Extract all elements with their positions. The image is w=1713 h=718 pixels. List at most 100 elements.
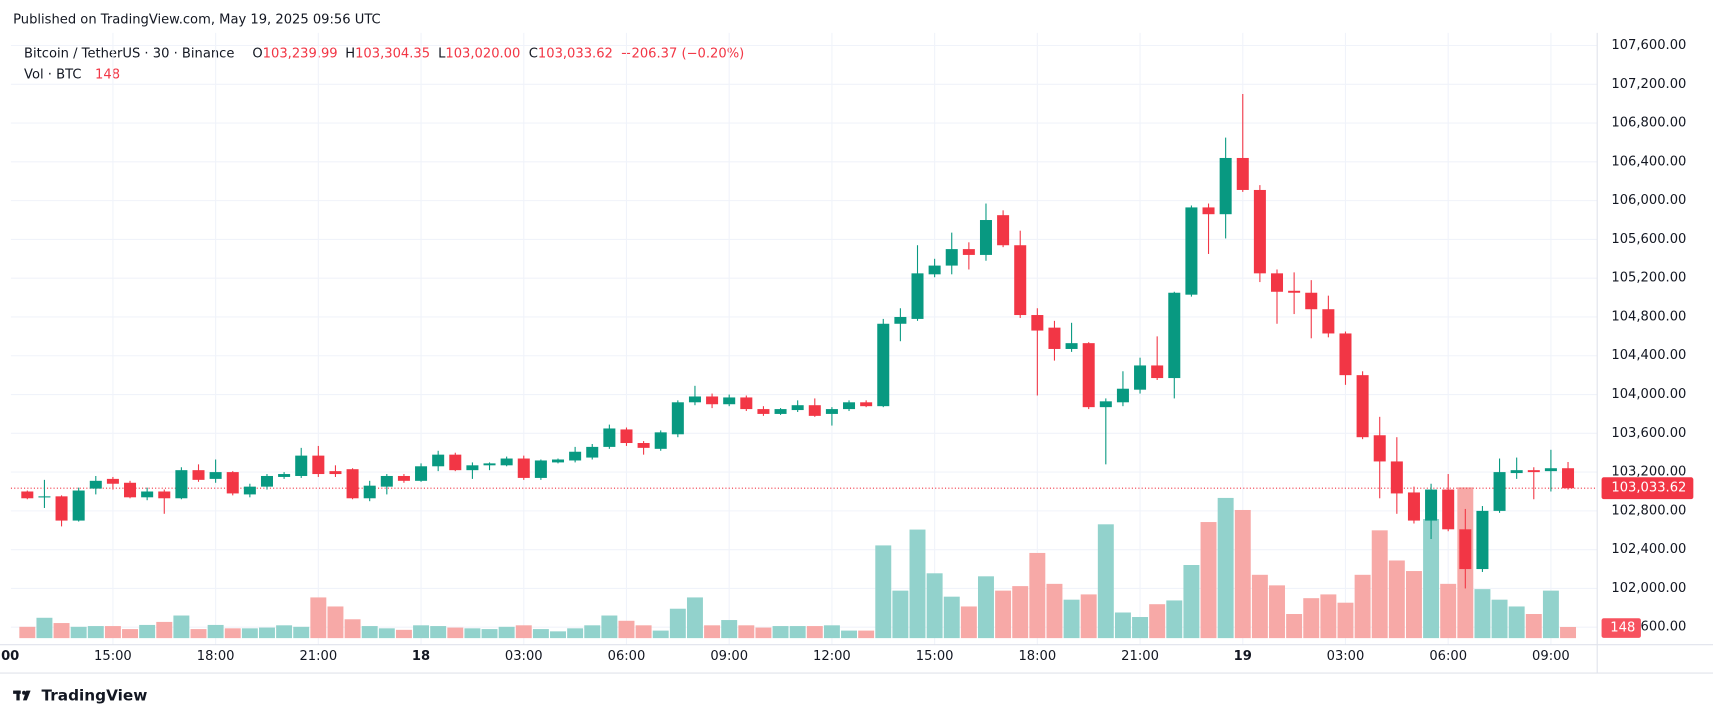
volume-bar	[19, 626, 36, 639]
volume-legend: Vol · BTC 148	[24, 67, 120, 82]
candle-body	[911, 273, 924, 319]
candle-body	[1288, 290, 1301, 293]
candle-body	[860, 402, 873, 407]
volume-bar	[36, 617, 53, 639]
price-tag	[1601, 477, 1694, 500]
grid	[10, 32, 1598, 645]
volume-bar	[1303, 598, 1320, 639]
candle-body	[500, 458, 513, 466]
x-tick-label: 21:00	[1121, 649, 1159, 664]
volume-bar	[327, 606, 344, 639]
candle-body	[1562, 468, 1575, 489]
volume-bar	[669, 608, 686, 639]
candle-body	[38, 496, 51, 498]
ohlc-value: 103,239.99	[263, 46, 338, 61]
candle-body	[1493, 472, 1506, 511]
candle-body	[397, 475, 410, 481]
volume-bar	[875, 545, 892, 639]
candle-body	[1202, 207, 1215, 215]
volume-bar	[635, 625, 652, 639]
volume-bar	[1371, 530, 1388, 639]
volume-bar	[1474, 589, 1491, 639]
volume-bar	[1388, 560, 1405, 639]
y-tick-label: 107,600.00	[1611, 38, 1686, 53]
candle-body	[1390, 461, 1403, 494]
candle-body	[757, 409, 770, 414]
volume-bar	[87, 626, 104, 639]
volume-bar	[481, 629, 498, 639]
candle-body	[945, 249, 958, 266]
x-tick-label: 06:00	[608, 649, 646, 664]
brand: TradingView	[42, 687, 148, 705]
volume-bar	[652, 630, 669, 639]
volume-bar	[909, 529, 926, 639]
candle-body	[124, 482, 137, 498]
candle-body	[654, 432, 667, 449]
candle-body	[141, 491, 154, 498]
y-tick-label: 102,000.00	[1611, 581, 1686, 596]
y-tick-label: 104,400.00	[1611, 348, 1686, 363]
candle-body	[1099, 401, 1112, 408]
ohlc-value: 103,304.35	[355, 46, 430, 61]
symbol: Bitcoin / TetherUS · 30 · Binance	[24, 46, 234, 61]
candle-body	[740, 397, 753, 410]
candle-body	[1527, 470, 1540, 473]
volume-bar	[1560, 626, 1577, 639]
volume-bar	[413, 625, 430, 639]
volume-bar	[755, 627, 772, 639]
volume-bar	[1337, 602, 1354, 639]
volume-bar	[344, 619, 361, 639]
candle-body	[706, 396, 719, 405]
volume-bar	[122, 629, 139, 639]
volume-bar	[1200, 522, 1217, 639]
y-tick-label: 105,200.00	[1611, 271, 1686, 286]
volume-bar	[1149, 604, 1166, 639]
volume-bar	[1320, 594, 1337, 639]
volume-bar	[190, 629, 207, 639]
candle-body	[1544, 468, 1557, 472]
candle-body	[89, 480, 102, 489]
volume-bar	[1080, 594, 1097, 639]
volume-bar	[960, 606, 977, 639]
candle-body	[1459, 529, 1472, 570]
volume-bar	[224, 628, 241, 639]
volume-bar	[789, 626, 806, 639]
volume-bar	[943, 596, 960, 639]
candle-body	[192, 470, 205, 480]
x-tick-label: 03:00	[1327, 649, 1365, 664]
volume-bar	[1063, 599, 1080, 639]
change: −206.37 (−0.20%)	[621, 46, 745, 61]
ohlc-value: 103,020.00	[445, 46, 520, 61]
volume-bar	[532, 629, 549, 639]
volume-bar	[293, 626, 310, 639]
volume-bar	[1097, 524, 1114, 639]
candle-body	[226, 472, 239, 494]
volume-bar	[447, 627, 464, 639]
candle-body	[586, 446, 599, 458]
y-tick-label: 102,400.00	[1611, 542, 1686, 557]
candle-body	[175, 470, 188, 499]
x-tick-label: 15:00	[916, 649, 954, 664]
candle-body	[449, 454, 462, 471]
candle-body	[1373, 435, 1386, 462]
candle-body	[329, 471, 342, 475]
candle-body	[894, 316, 907, 324]
volume-bar	[858, 630, 875, 639]
candle-body	[979, 220, 992, 255]
candle-body	[346, 469, 359, 499]
volume-bar	[378, 628, 395, 639]
candle-body	[72, 490, 85, 521]
candle-body	[1151, 365, 1164, 379]
volume-bar	[806, 626, 823, 639]
candle-body	[808, 405, 821, 416]
x-tick-label: 09:00	[710, 649, 748, 664]
y-tick-label: 107,200.00	[1611, 77, 1686, 92]
x-tick-label: 09:00	[1532, 649, 1570, 664]
candle-body	[158, 491, 171, 499]
x-tick-label: 18:00	[197, 649, 235, 664]
volume-bar	[1542, 590, 1559, 639]
x-tick-label: 19	[1234, 649, 1252, 664]
volume-bar	[1405, 571, 1422, 639]
candle-body	[1339, 333, 1352, 376]
